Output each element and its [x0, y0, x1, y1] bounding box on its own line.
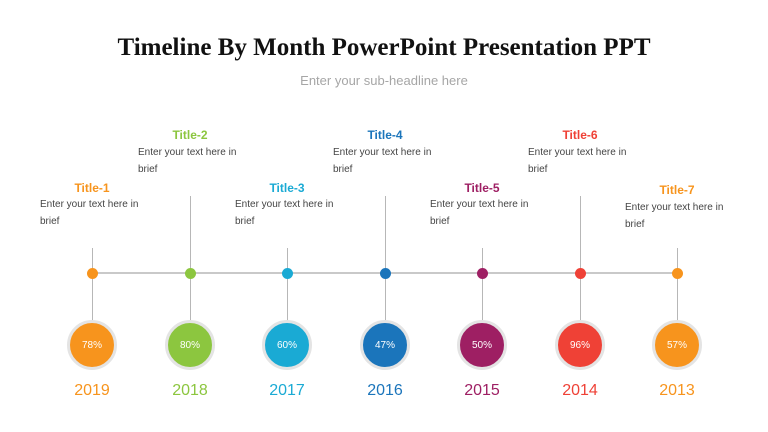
percent-circle: 96%	[555, 320, 605, 370]
connector-line-lower	[482, 273, 483, 322]
year-label: 2016	[367, 382, 403, 399]
item-text: Enter your text here in brief	[138, 147, 237, 175]
percent-circle: 47%	[360, 320, 410, 370]
item-text: Enter your text here in brief	[333, 147, 432, 175]
timeline-dot	[672, 268, 683, 279]
percent-circle: 80%	[165, 320, 215, 370]
item-title: Title-2	[172, 128, 208, 142]
connector-line-lower	[677, 273, 678, 322]
connector-line-lower	[385, 273, 386, 322]
connector-line	[190, 196, 191, 273]
year-label: 2019	[74, 382, 110, 399]
timeline-dot	[477, 268, 488, 279]
year-label: 2013	[659, 382, 695, 399]
connector-line	[92, 248, 93, 273]
year-label: 2014	[562, 382, 598, 399]
item-text: Enter your text here in brief	[528, 147, 627, 175]
item-text: Enter your text here in brief	[235, 199, 334, 227]
item-title: Title-1	[74, 181, 110, 195]
connector-line	[677, 248, 678, 273]
connector-line	[580, 196, 581, 273]
item-title: Title-3	[269, 181, 305, 195]
percent-circle: 57%	[652, 320, 702, 370]
connector-line-lower	[580, 273, 581, 322]
item-title: Title-5	[464, 181, 500, 195]
connector-line	[287, 248, 288, 273]
item-text: Enter your text here in brief	[430, 199, 529, 227]
timeline-dot	[87, 268, 98, 279]
year-label: 2017	[269, 382, 305, 399]
year-label: 2015	[464, 382, 500, 399]
page-subtitle: Enter your sub-headline here	[300, 73, 468, 88]
percent-circle: 60%	[262, 320, 312, 370]
percent-circle: 78%	[67, 320, 117, 370]
item-text: Enter your text here in brief	[625, 202, 724, 230]
item-title: Title-6	[562, 128, 598, 142]
connector-line-lower	[190, 273, 191, 322]
percent-circle: 50%	[457, 320, 507, 370]
year-label: 2018	[172, 382, 208, 399]
connector-line-lower	[92, 273, 93, 322]
timeline-dot	[575, 268, 586, 279]
timeline-dot	[282, 268, 293, 279]
connector-line-lower	[287, 273, 288, 322]
item-title: Title-4	[367, 128, 403, 142]
item-title: Title-7	[659, 183, 695, 197]
timeline-dot	[185, 268, 196, 279]
connector-line	[385, 196, 386, 273]
page-title: Timeline By Month PowerPoint Presentatio…	[117, 34, 651, 61]
timeline-dot	[380, 268, 391, 279]
item-text: Enter your text here in brief	[40, 199, 139, 227]
connector-line	[482, 248, 483, 273]
